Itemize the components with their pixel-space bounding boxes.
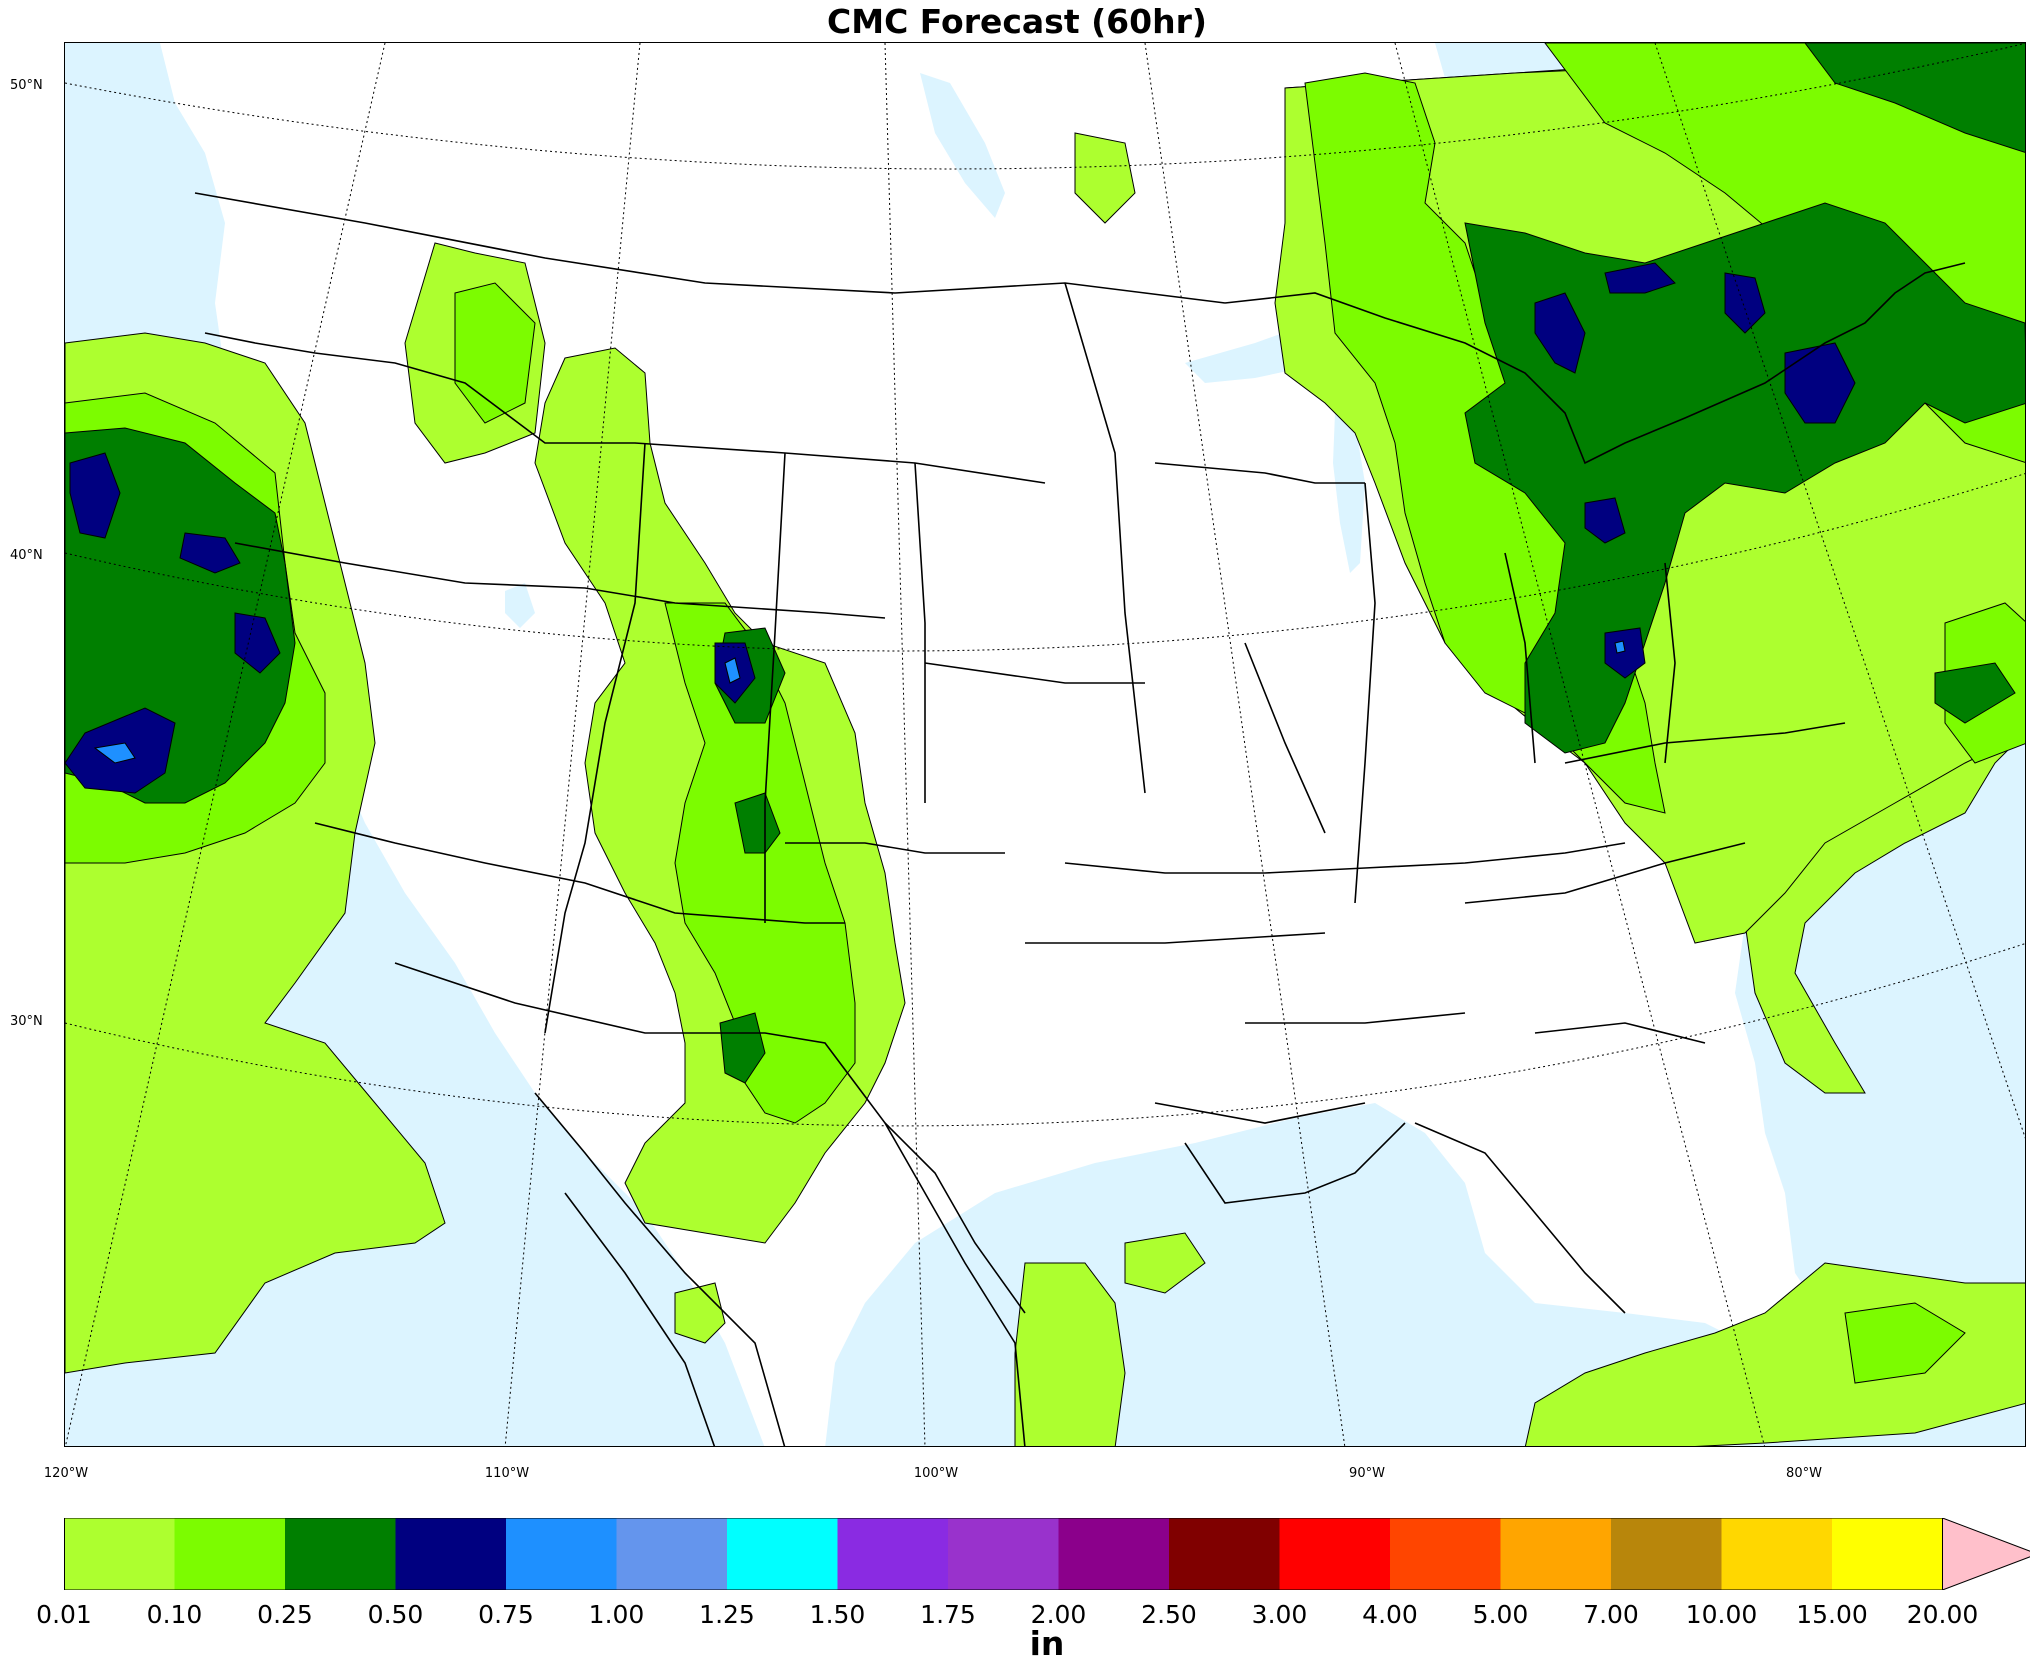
colorbar-tick-label: 15.00 bbox=[1796, 1600, 1868, 1629]
colorbar-swatch-12 bbox=[1390, 1518, 1501, 1590]
chart-title: CMC Forecast (60hr) bbox=[827, 2, 1207, 41]
colorbar-swatch-14 bbox=[1611, 1518, 1722, 1590]
colorbar-swatch-13 bbox=[1500, 1518, 1611, 1590]
lon-label-120: 120°W bbox=[43, 1466, 89, 1481]
political-borders bbox=[194, 192, 1966, 1446]
colorbar-outline bbox=[64, 1518, 1943, 1590]
colorbar-tick-label: 7.00 bbox=[1583, 1600, 1639, 1629]
colorbar-tick-label: 5.00 bbox=[1472, 1600, 1529, 1629]
lat-label-30: 30°N bbox=[10, 1014, 43, 1029]
colorbar-swatch-6 bbox=[727, 1518, 838, 1590]
colorbar-tick-label: 1.50 bbox=[809, 1600, 866, 1629]
lake-michigan bbox=[1333, 413, 1365, 573]
colorbar-swatch-0 bbox=[64, 1518, 175, 1590]
colorbar-swatch-2 bbox=[285, 1518, 396, 1590]
colorbar-tick-label: 1.00 bbox=[588, 1600, 645, 1629]
colorbar-swatch-7 bbox=[837, 1518, 948, 1590]
precip-level-0.25 bbox=[65, 43, 2025, 1084]
precipitation-map bbox=[65, 43, 2025, 1446]
colorbar-tick-label: 0.01 bbox=[36, 1600, 92, 1629]
lake-winnipeg bbox=[920, 73, 1005, 218]
colorbar-swatch-11 bbox=[1279, 1518, 1390, 1590]
colorbar-tick-label: 0.75 bbox=[478, 1600, 534, 1629]
colorbar-tick-label: 2.00 bbox=[1030, 1600, 1087, 1629]
colorbar-swatch-1 bbox=[174, 1518, 285, 1590]
colorbar-tick-label: 0.50 bbox=[367, 1600, 424, 1629]
colorbar-extend-arrow bbox=[1942, 1518, 2030, 1590]
precip-level-0.50 bbox=[65, 262, 1856, 794]
colorbar-tick-label: 1.75 bbox=[920, 1600, 976, 1629]
colorbar-tick-label: 20.00 bbox=[1906, 1600, 1979, 1629]
lon-label-80: 80°W bbox=[1786, 1466, 1822, 1481]
colorbar-swatch-3 bbox=[395, 1518, 506, 1590]
colorbar-tick-label: 0.10 bbox=[146, 1600, 203, 1629]
colorbar-swatch-8 bbox=[948, 1518, 1059, 1590]
lon-label-100: 100°W bbox=[913, 1466, 959, 1481]
graticule bbox=[65, 43, 2025, 1446]
precip-level-0.75 bbox=[93, 640, 1626, 764]
gulf-of-california bbox=[365, 978, 535, 1218]
great-salt-lake bbox=[505, 583, 535, 628]
colorbar-tick-label: 4.00 bbox=[1362, 1600, 1418, 1629]
lat-label-50: 50°N bbox=[10, 78, 43, 93]
colorbar-tick-label: 2.50 bbox=[1141, 1600, 1197, 1629]
colorbar-tick-label: 0.25 bbox=[257, 1600, 313, 1629]
map-panel bbox=[64, 42, 2026, 1447]
colorbar-swatch-16 bbox=[1832, 1518, 1943, 1590]
colorbar-swatch-15 bbox=[1721, 1518, 1832, 1590]
colorbar-swatch-9 bbox=[1058, 1518, 1169, 1590]
colorbar-swatch-10 bbox=[1169, 1518, 1280, 1590]
colorbar-units: in bbox=[1029, 1624, 1065, 1663]
colorbar-tick-label: 3.00 bbox=[1251, 1600, 1308, 1629]
colorbar-swatch-4 bbox=[506, 1518, 617, 1590]
lat-label-40: 40°N bbox=[10, 548, 43, 563]
colorbar-tick-label: 1.25 bbox=[699, 1600, 755, 1629]
colorbar-swatch-5 bbox=[616, 1518, 727, 1590]
lon-label-90: 90°W bbox=[1349, 1466, 1385, 1481]
lon-label-110: 110°W bbox=[484, 1466, 530, 1481]
colorbar-swatches bbox=[64, 1518, 2030, 1590]
colorbar-tick-label: 10.00 bbox=[1685, 1600, 1758, 1629]
